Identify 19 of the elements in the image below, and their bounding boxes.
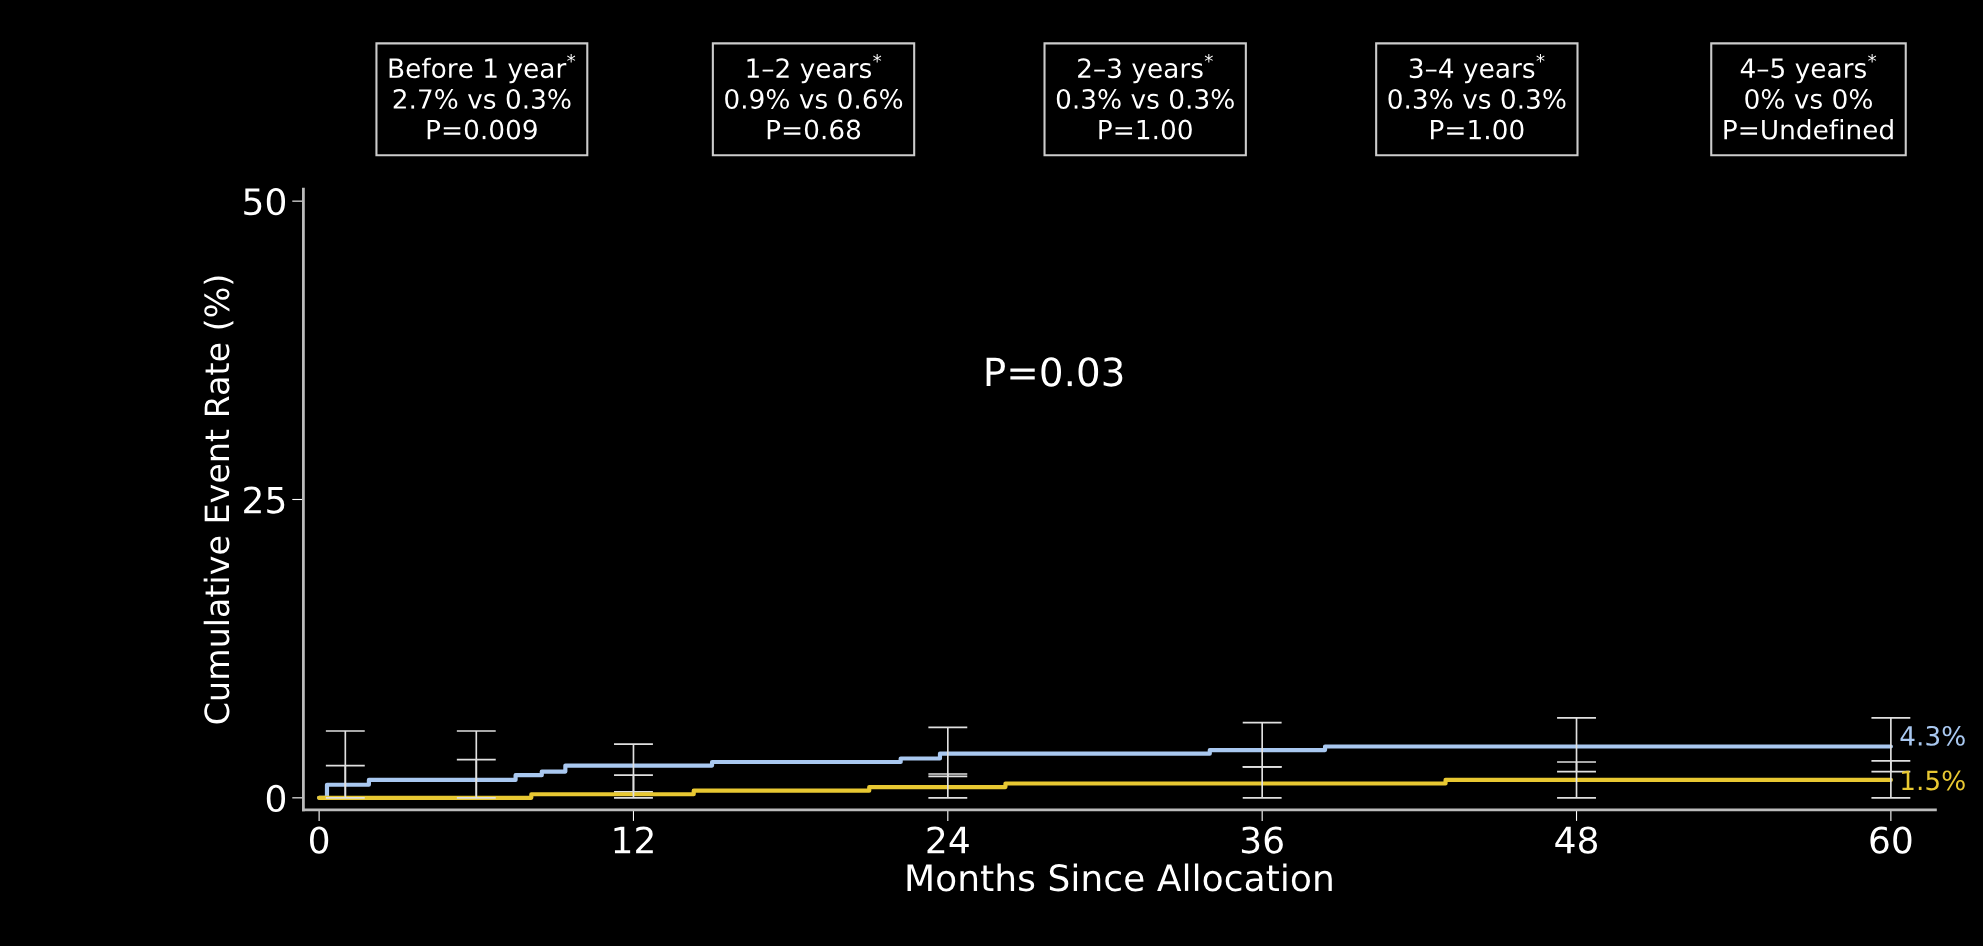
text: 1–2 years$^{*}$ 0.9% vs 0.6% P=0.68 [725, 54, 903, 140]
y-tick-label: 50 [244, 188, 286, 216]
annotation: P=0.03 [986, 357, 1123, 387]
y-tick-label: 0 [266, 784, 286, 813]
x-axis-title: Months Since Allocation [907, 863, 1332, 892]
text: 3–4 years$^{*}$ 0.3% vs 0.3% P=1.00 [1388, 54, 1566, 140]
y-axis-title: Cumulative Event Rate (%) [203, 276, 234, 724]
x-tick-label: 48 [1555, 826, 1598, 854]
text: 4–5 years$^{*}$ 0% vs 0% P=Undefined [1724, 54, 1893, 140]
y-tick-label: 25 [244, 486, 285, 514]
x-tick-label: 36 [1241, 826, 1283, 854]
x-tick-label: 12 [614, 826, 653, 854]
text: 2–3 years$^{*}$ 0.3% vs 0.3% P=1.00 [1056, 54, 1234, 140]
text: Before 1 year$^{*}$ 2.7% vs 0.3% P=0.009 [389, 54, 576, 140]
x-tick-label: 0 [310, 826, 329, 854]
x-tick-label: 24 [927, 826, 969, 854]
data-label: 1.5% [1902, 770, 1965, 791]
x-tick-label: 60 [1870, 826, 1912, 854]
data-label: 4.3% [1900, 725, 1965, 746]
